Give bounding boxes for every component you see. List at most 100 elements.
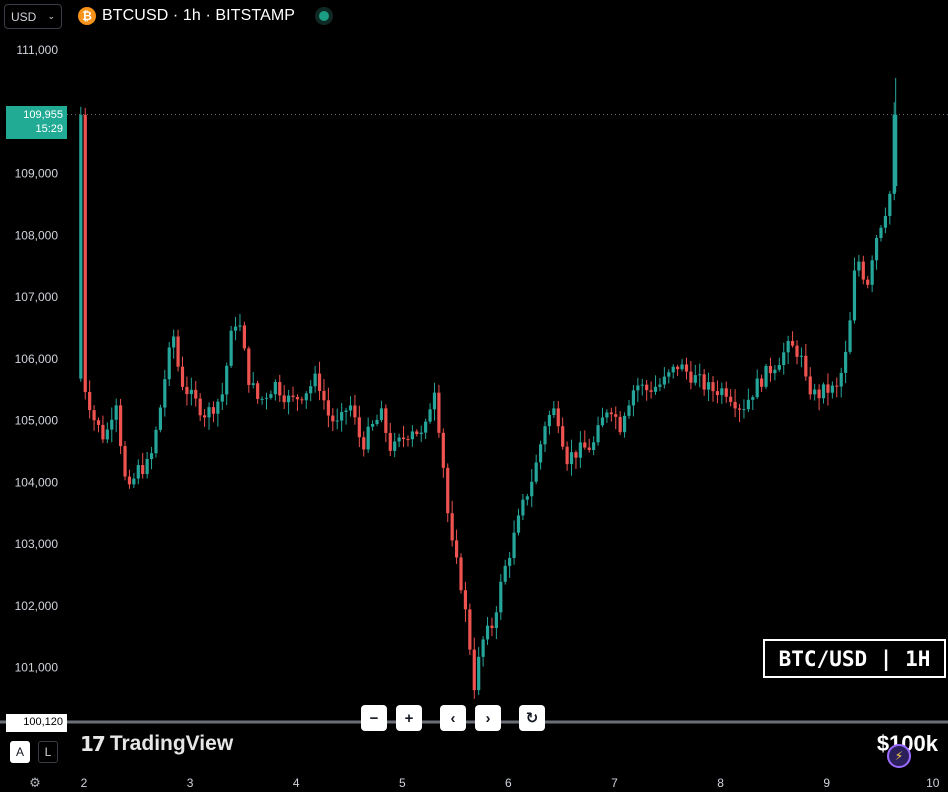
candle-body <box>357 417 361 438</box>
candle-body <box>437 392 441 433</box>
tradingview-logo-icon: 17 <box>80 732 106 756</box>
candle-body <box>406 439 410 441</box>
candle-body <box>662 376 666 385</box>
y-tick-label: 101,000 <box>15 661 59 675</box>
candle-body <box>344 410 348 412</box>
candle-body <box>225 365 229 395</box>
candle-body <box>764 365 768 387</box>
candle-body <box>176 336 180 367</box>
candle-body <box>101 424 105 440</box>
candle-body <box>894 114 898 186</box>
candle-body <box>291 395 295 397</box>
candle-body <box>521 499 525 516</box>
candle-body <box>256 383 260 399</box>
candle-body <box>282 395 286 403</box>
candle-body <box>362 437 366 450</box>
candle-body <box>813 389 817 395</box>
candle-body <box>424 421 428 433</box>
candle-body <box>883 215 888 228</box>
x-tick-label: 5 <box>399 776 406 790</box>
candle-body <box>538 444 543 463</box>
x-tick-label: 2 <box>81 776 88 790</box>
candle-body <box>693 375 697 383</box>
plus-icon: + <box>404 709 414 727</box>
candle-body <box>490 625 494 628</box>
last-price-value: 109,955 <box>23 109 63 121</box>
log-scale-button[interactable]: L <box>38 741 58 763</box>
symbol-header: ₿ BTCUSD · 1h · BITSTAMP <box>78 5 330 27</box>
x-tick-label: 6 <box>505 776 512 790</box>
candle-body <box>804 355 808 377</box>
candle-body <box>729 396 733 402</box>
symbol-title[interactable]: BTCUSD · 1h · BITSTAMP <box>102 7 296 24</box>
chart-label: BTC/USD | 1H <box>763 639 946 678</box>
candle-body <box>702 374 706 390</box>
candle-body <box>278 382 282 396</box>
candle-body <box>649 390 653 392</box>
candle-body <box>667 372 671 377</box>
candle-body <box>844 351 848 373</box>
candle-body <box>768 365 773 374</box>
candle-body <box>127 476 132 485</box>
chevron-down-icon: ⌄ <box>47 11 55 21</box>
candle-body <box>384 408 388 433</box>
candle-body <box>879 227 883 238</box>
candle-body <box>817 389 821 399</box>
candle-body <box>556 408 560 427</box>
candle-body <box>375 419 379 424</box>
candle-body <box>874 237 879 261</box>
y-tick-label: 109,000 <box>15 167 59 181</box>
candle-body <box>472 649 476 691</box>
y-tick-label: 111,000 <box>16 43 58 57</box>
candle-body <box>428 409 432 422</box>
candle-body <box>269 394 273 398</box>
candle-body <box>203 415 207 418</box>
reset-chart-button[interactable]: ↻ <box>519 705 545 731</box>
currency-select[interactable]: USD ⌄ <box>4 4 62 29</box>
y-tick-label: 106,000 <box>15 352 59 366</box>
candle-body <box>622 415 627 433</box>
tradingview-logo[interactable]: 17 TradingView <box>80 732 233 756</box>
settings-icon[interactable]: ⚙ <box>29 775 41 790</box>
x-tick-label: 7 <box>611 776 618 790</box>
candle-body <box>110 419 114 430</box>
chevron-left-icon: ‹ <box>450 709 456 727</box>
auto-scale-button[interactable]: A <box>10 741 30 763</box>
candle-body <box>348 405 353 411</box>
x-tick-label: 3 <box>187 776 194 790</box>
scroll-left-button[interactable]: ‹ <box>440 705 466 731</box>
candle-body <box>83 114 87 393</box>
y-tick-label: 105,000 <box>15 414 59 428</box>
scroll-right-button[interactable]: › <box>475 705 501 731</box>
x-tick-label: 9 <box>823 776 830 790</box>
candles <box>79 77 898 699</box>
time-axis: 2 3 4 5 6 7 8 9 10 <box>81 776 940 790</box>
candle-body <box>322 390 326 401</box>
candle-body <box>216 401 220 414</box>
candle-body <box>92 410 96 421</box>
y-tick-label: 107,000 <box>15 290 59 304</box>
candle-body <box>79 114 83 379</box>
candle-body <box>463 590 468 610</box>
candle-body <box>300 399 304 401</box>
candle-body <box>454 540 459 558</box>
candle-body <box>569 452 574 465</box>
candle-body <box>543 426 547 445</box>
candle-body <box>852 270 857 321</box>
zoom-in-button[interactable]: + <box>396 705 422 731</box>
spark-icon[interactable]: ⚡ <box>887 744 911 768</box>
candle-body <box>198 398 202 416</box>
candle-body <box>468 609 472 650</box>
candle-body <box>808 376 812 395</box>
zoom-out-button[interactable]: − <box>361 705 387 731</box>
candle-body <box>888 193 892 216</box>
candle-body <box>848 320 852 352</box>
candle-body <box>826 384 830 393</box>
candle-body <box>499 581 503 613</box>
candle-body <box>698 374 702 376</box>
candle-body <box>618 416 622 433</box>
reset-icon: ↻ <box>525 710 539 727</box>
candle-body <box>715 391 720 396</box>
candle-body <box>247 348 251 385</box>
